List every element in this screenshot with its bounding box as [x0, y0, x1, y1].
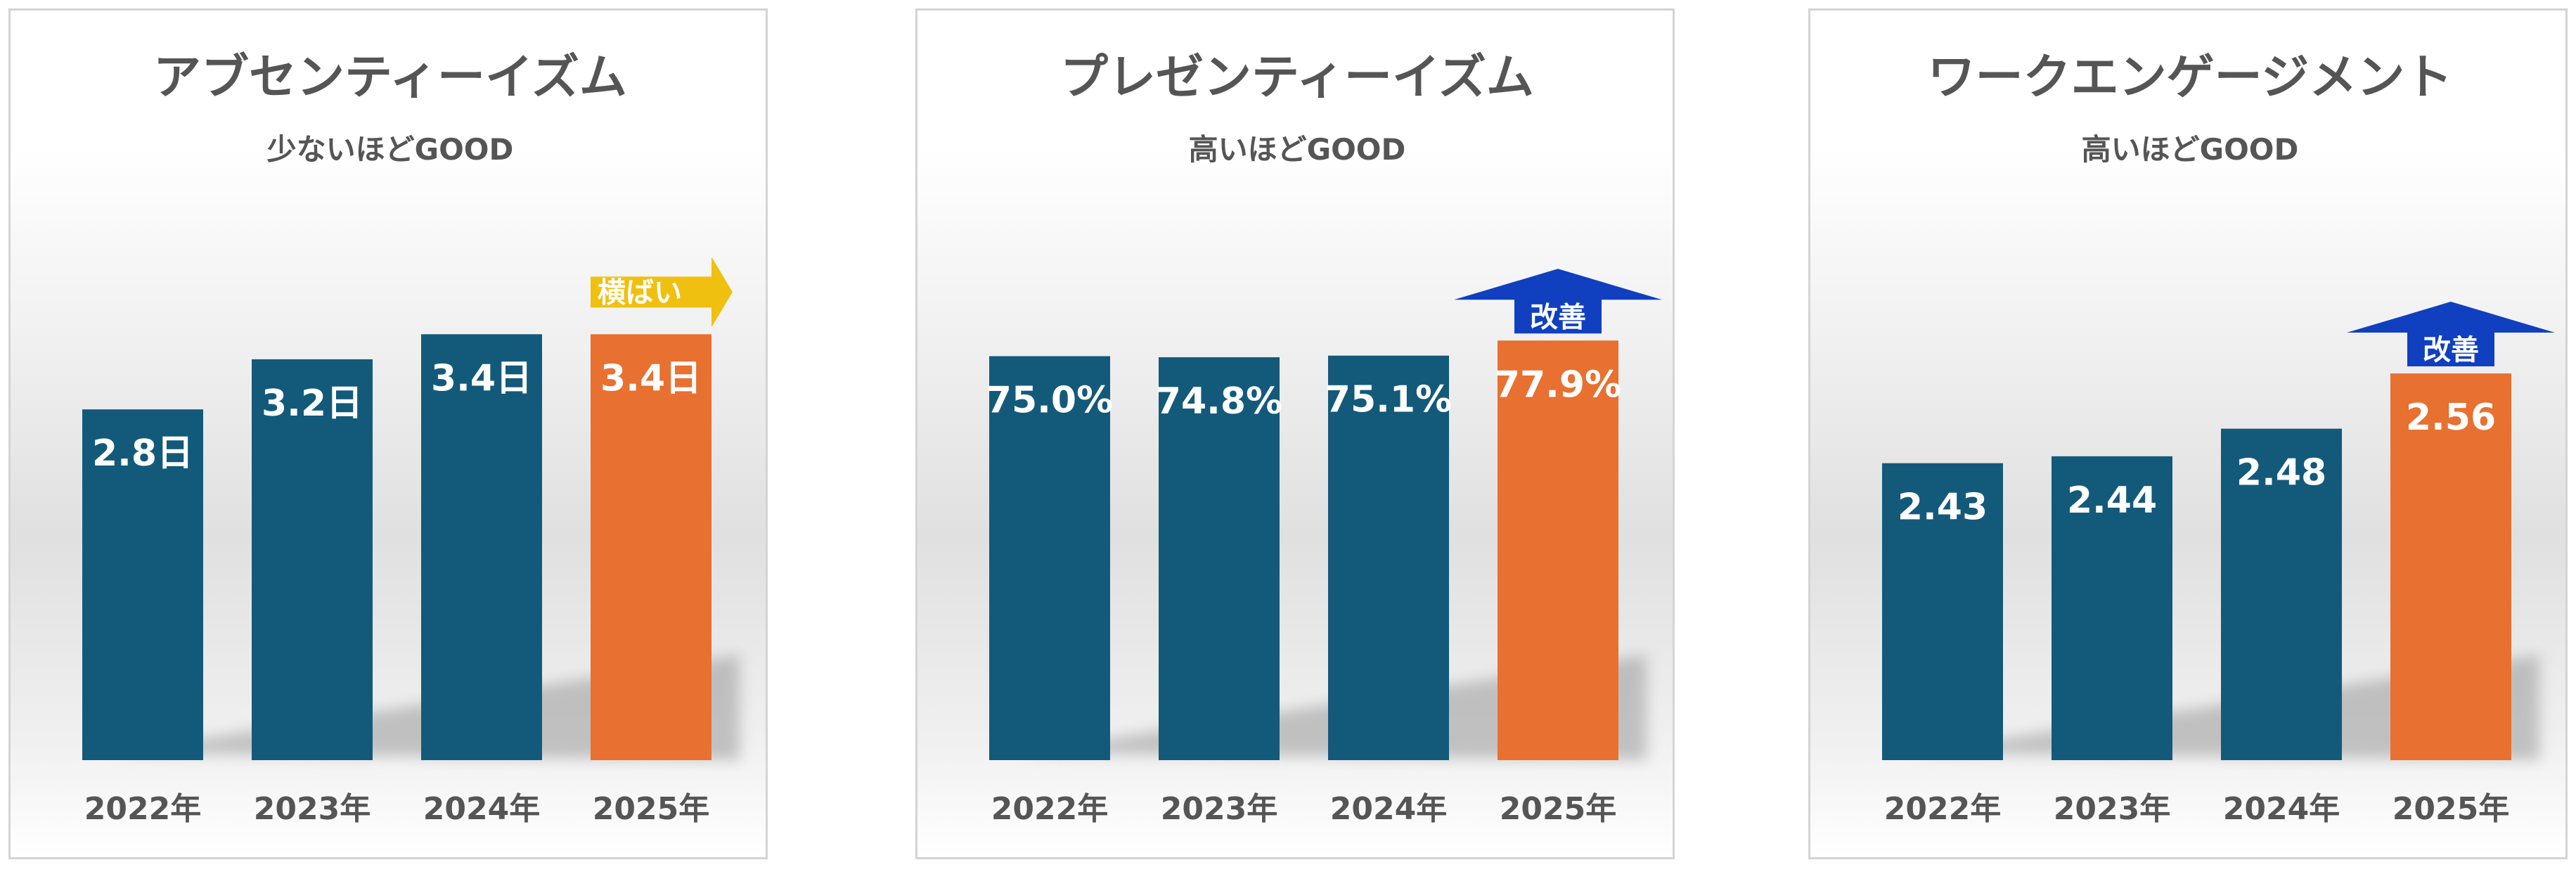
- x-tick-label: 2022年: [1884, 791, 2001, 827]
- chart-subtitle: 高いほどGOOD: [1189, 132, 1406, 167]
- x-tick-label: 2024年: [1330, 791, 1447, 827]
- chart-subtitle: 少ないほどGOOD: [267, 132, 514, 167]
- data-label: 3.4日: [431, 357, 532, 399]
- bar-2025年: [1498, 340, 1618, 760]
- bar-2022年: [1882, 463, 2003, 760]
- bar-group: 2.8日 3.2日 3.4日 3.4日: [82, 334, 740, 761]
- data-label: 2.43: [1898, 487, 1988, 529]
- trend-badge: 改善: [1454, 269, 1662, 334]
- trend-badge-label: 横ばい: [598, 276, 682, 309]
- data-label: 2.48: [2236, 452, 2326, 494]
- chart-svg-presenteeism: プレゼンティーイズム 高いほどGOOD 75.0% 74.8% 75.1% 77.9%…: [986, 50, 1662, 827]
- bar-group: 2.43 2.44 2.48 2.56: [1882, 373, 2539, 760]
- x-tick-label: 2023年: [2054, 791, 2170, 827]
- x-axis-ticks: 2022年 2023年 2024年 2025年: [991, 791, 1616, 827]
- chart-svg-work-engagement: ワークエンゲージメント 高いほどGOOD 2.43 2.44 2.48 2.56 20…: [1882, 50, 2555, 827]
- bar-2024年: [1328, 355, 1449, 760]
- bar-2023年: [2052, 456, 2172, 760]
- x-tick-label: 2025年: [2393, 791, 2509, 827]
- trend-badge: 改善: [2347, 302, 2555, 367]
- x-tick-label: 2022年: [991, 791, 1108, 827]
- chart-title: アブセンティーイズム: [153, 50, 627, 105]
- x-axis-ticks: 2022年 2023年 2024年 2025年: [84, 791, 709, 827]
- trend-badge-label: 改善: [2423, 334, 2479, 366]
- bar-group: 75.0% 74.8% 75.1% 77.9%: [986, 340, 1647, 761]
- x-tick-label: 2023年: [254, 791, 371, 827]
- trend-badge: 横ばい: [591, 257, 733, 328]
- bar-2022年: [82, 409, 203, 760]
- x-tick-label: 2024年: [2223, 791, 2340, 827]
- chart-subtitle: 高いほどGOOD: [2082, 132, 2299, 167]
- bar-2022年: [989, 356, 1110, 760]
- x-tick-label: 2025年: [1500, 791, 1616, 827]
- data-label: 3.4日: [600, 357, 702, 399]
- data-label: 2.56: [2406, 397, 2496, 439]
- right-arrow-icon: [591, 257, 733, 328]
- x-axis-ticks: 2022年 2023年 2024年 2025年: [1884, 791, 2509, 827]
- x-tick-label: 2023年: [1161, 791, 1277, 827]
- data-label: 74.8%: [1156, 380, 1282, 423]
- up-arrow-icon: [1454, 269, 1662, 334]
- x-tick-label: 2025年: [593, 791, 709, 827]
- chart-title: プレゼンティーイズム: [1060, 50, 1534, 105]
- bar-2023年: [1159, 357, 1280, 761]
- trend-badge-label: 改善: [1530, 301, 1586, 333]
- x-tick-label: 2024年: [423, 791, 540, 827]
- data-label: 75.0%: [986, 380, 1113, 422]
- up-arrow-icon: [2347, 302, 2555, 367]
- chart-panel-work-engagement: ワークエンゲージメント 高いほどGOOD 2.43 2.44 2.48 2.56 20…: [1808, 8, 2568, 859]
- bar-2023年: [252, 359, 373, 760]
- data-label: 3.2日: [262, 383, 363, 425]
- bar-2025年: [2390, 373, 2511, 760]
- bar-2024年: [421, 334, 542, 761]
- bar-2024年: [2221, 428, 2342, 760]
- bar-2025年: [591, 334, 711, 761]
- data-label: 77.9%: [1495, 364, 1621, 406]
- chart-title: ワークエンゲージメント: [1928, 50, 2453, 105]
- chart-svg-absenteeism: アブセンティーイズム 少ないほどGOOD 2.8日 3.2日 3.4日 3.4日 20…: [82, 50, 740, 827]
- data-label: 2.8日: [92, 432, 193, 475]
- data-label: 75.1%: [1325, 379, 1452, 421]
- data-label: 2.44: [2067, 480, 2157, 522]
- chart-panel-absenteeism: アブセンティーイズム 少ないほどGOOD 2.8日 3.2日 3.4日 3.4日 20…: [8, 8, 768, 859]
- chart-panel-presenteeism: プレゼンティーイズム 高いほどGOOD 75.0% 74.8% 75.1% 77.9%…: [915, 8, 1675, 859]
- x-tick-label: 2022年: [84, 791, 201, 827]
